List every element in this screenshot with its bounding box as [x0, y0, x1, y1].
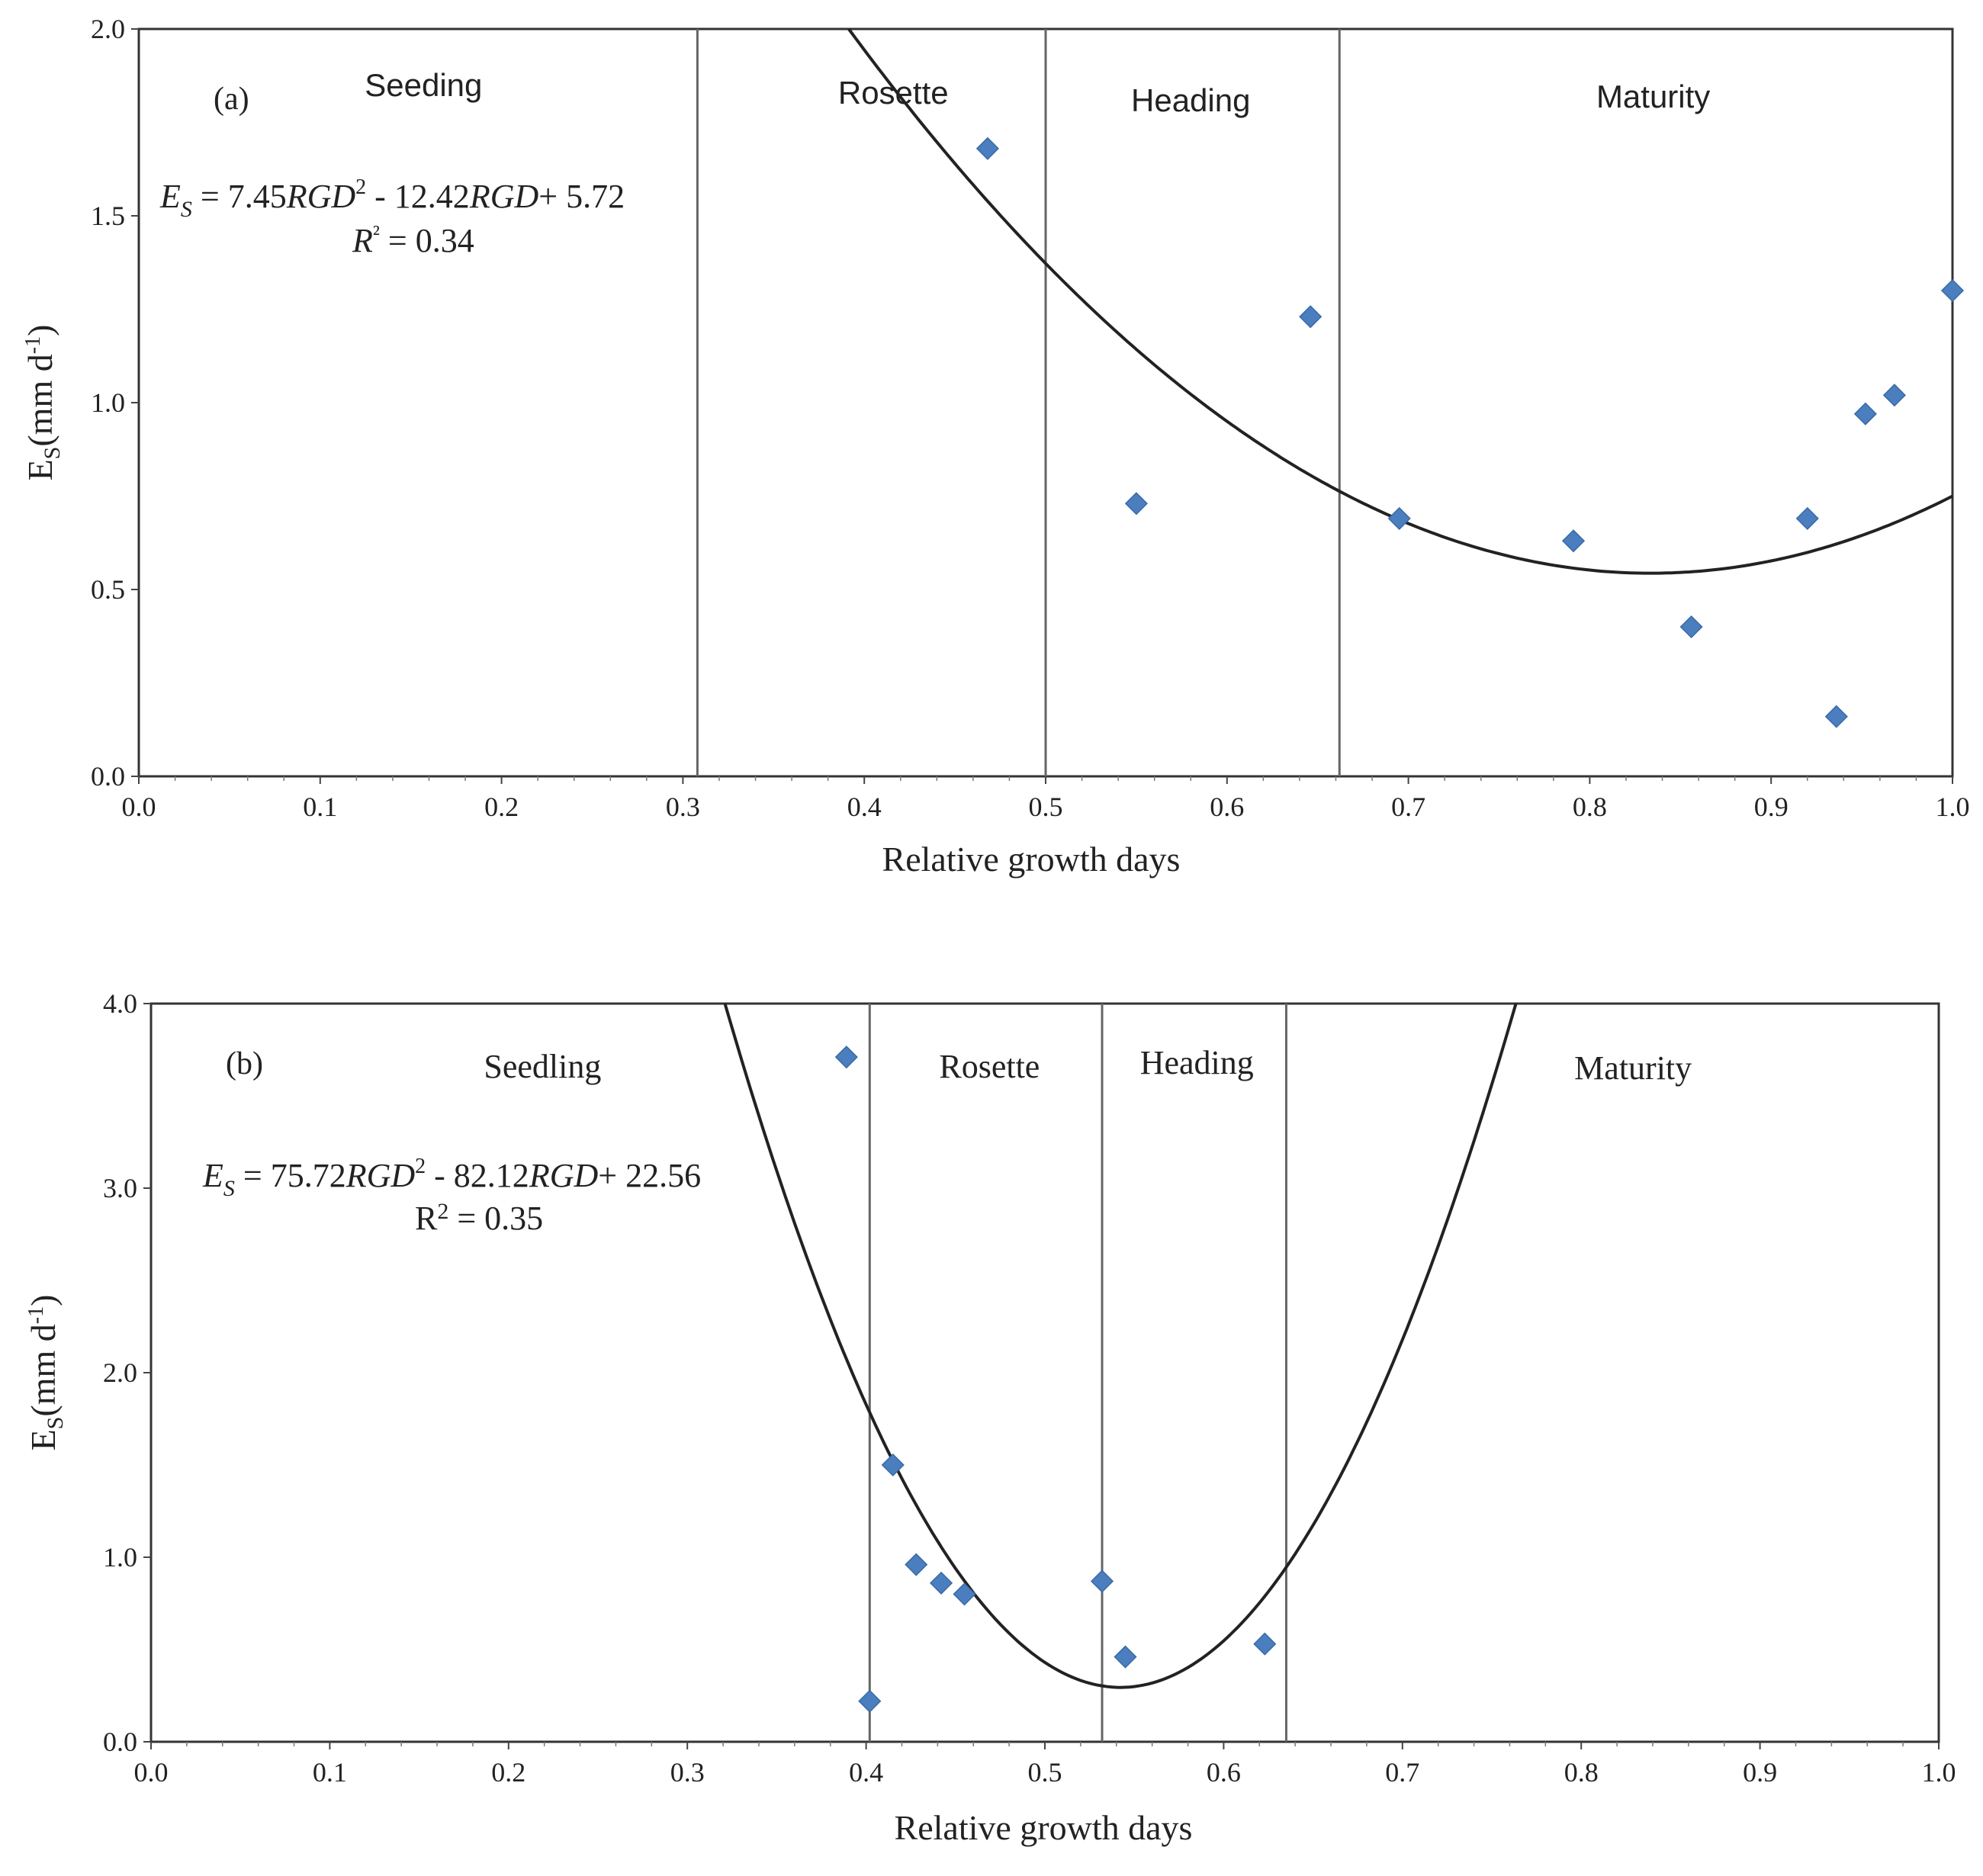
- x-tick-label: 0.5: [1029, 792, 1063, 822]
- data-point: [1090, 1569, 1114, 1593]
- plot-area-b: [149, 1002, 1940, 1743]
- panel-label-a: (a): [214, 82, 249, 117]
- data-point: [1882, 384, 1906, 407]
- stage-label: Rosette: [939, 1048, 1040, 1085]
- x-tick-label: 0.8: [1573, 792, 1607, 822]
- y-tick-label: 3.0: [103, 1173, 137, 1203]
- x-tick-label: 0.4: [847, 792, 882, 822]
- stage-label: Seedling: [484, 1048, 601, 1085]
- panel-label-b: (b): [226, 1046, 263, 1081]
- x-tick-label: 0.6: [1207, 1757, 1241, 1788]
- x-tick-label: 0.5: [1028, 1757, 1062, 1788]
- y-tick-label: 1.0: [91, 387, 125, 418]
- panel-b: 0.0 0.1 0.2 0.3 0.4 0.5 0.6 0.7 0.8 0.9 1.0 0.0 1.0 2…: [24, 988, 1956, 1847]
- y-tick-label: 0.0: [91, 761, 125, 792]
- stage-label: Rosette: [838, 75, 949, 111]
- data-point: [1824, 705, 1848, 728]
- x-axis-title-b: Relative growth days: [895, 1808, 1193, 1847]
- fit-equation-b: ES = 75.72RGD2 - 82.12RGD+ 22.56: [202, 1155, 701, 1201]
- stage-label: Maturity: [1574, 1049, 1692, 1087]
- x-tick-label: 0.7: [1391, 792, 1425, 822]
- data-points-b: [834, 1046, 1277, 1713]
- x-axis-ticks-b: 0.0 0.1 0.2 0.3 0.4 0.5 0.6 0.7 0.8 0.9 1.0 0.0 1.0 2…: [103, 988, 1956, 1788]
- x-tick-label: 0.0: [134, 1757, 169, 1788]
- data-point: [953, 1582, 976, 1606]
- fit-equation-a: ES = 7.45RGD2 - 12.42RGD+ 5.72: [159, 175, 625, 222]
- y-tick-label: 1.5: [91, 201, 125, 231]
- data-point: [1853, 402, 1877, 426]
- x-tick-label: 1.0: [1936, 792, 1970, 822]
- y-tick-label: 2.0: [91, 14, 125, 44]
- data-point: [1679, 615, 1703, 639]
- x-tick-label: 0.3: [666, 792, 700, 822]
- x-tick-label: 0.8: [1564, 1757, 1599, 1788]
- data-point: [1795, 506, 1819, 530]
- fit-curve-a: [847, 27, 1953, 575]
- x-axis-ticks-a: 0.0 0.1 0.2 0.3 0.4 0.5 0.6 0.7 0.8 0.9 1.0 0.0 0.5 1…: [91, 14, 1970, 822]
- stage-labels-a: Seeding Rosette Heading Maturity: [365, 67, 1710, 118]
- data-point: [1940, 278, 1965, 303]
- data-point: [834, 1046, 858, 1069]
- x-tick-label: 0.2: [491, 1757, 525, 1788]
- data-point: [881, 1453, 905, 1477]
- stage-label: Heading: [1131, 82, 1250, 118]
- panel-a: 0.0 0.1 0.2 0.3 0.4 0.5 0.6 0.7 0.8 0.9 1.0 0.0 0.5 1…: [21, 14, 1970, 879]
- stage-label: Seeding: [365, 67, 482, 103]
- y-tick-label: 0.0: [103, 1727, 137, 1757]
- x-tick-label: 0.9: [1743, 1757, 1777, 1788]
- stage-labels-b: Seedling Rosette Heading Maturity: [484, 1044, 1692, 1087]
- y-tick-label: 1.0: [103, 1542, 137, 1572]
- data-point: [1561, 529, 1586, 553]
- data-point: [1114, 1645, 1137, 1669]
- x-tick-label: 0.0: [122, 792, 156, 822]
- y-tick-label: 2.0: [103, 1357, 137, 1388]
- data-point: [1299, 305, 1323, 329]
- fit-curve-b: [723, 1003, 1518, 1689]
- data-point: [1253, 1632, 1277, 1656]
- x-tick-label: 0.4: [849, 1757, 883, 1788]
- y-axis-title-b: ES(mm d-1): [24, 1295, 68, 1451]
- x-tick-label: 0.7: [1385, 1757, 1419, 1788]
- stage-label: Maturity: [1596, 79, 1710, 114]
- x-tick-label: 0.1: [313, 1757, 347, 1788]
- y-tick-label: 4.0: [103, 988, 137, 1019]
- data-point: [975, 137, 999, 160]
- data-point: [1124, 492, 1148, 516]
- stage-boundaries-b: [868, 1004, 1287, 1742]
- y-tick-label: 0.5: [91, 574, 125, 605]
- x-tick-label: 0.2: [484, 792, 519, 822]
- fit-r2-a: R² = 0.34: [352, 221, 474, 259]
- data-point: [1387, 506, 1411, 530]
- x-tick-label: 1.0: [1922, 1757, 1956, 1788]
- stage-boundaries-a: [696, 29, 1341, 776]
- x-axis-title-a: Relative growth days: [882, 840, 1181, 879]
- x-tick-label: 0.6: [1210, 792, 1244, 822]
- x-tick-label: 0.9: [1754, 792, 1789, 822]
- data-point: [858, 1689, 882, 1713]
- fit-r2-b: R2 = 0.35: [415, 1199, 543, 1237]
- data-point: [929, 1571, 953, 1595]
- x-tick-label: 0.3: [670, 1757, 705, 1788]
- data-point: [905, 1553, 928, 1576]
- y-axis-title-a: ES(mm d-1): [21, 325, 65, 481]
- data-points-a: [975, 137, 1965, 728]
- stage-label: Heading: [1140, 1044, 1254, 1081]
- x-tick-label: 0.1: [303, 792, 337, 822]
